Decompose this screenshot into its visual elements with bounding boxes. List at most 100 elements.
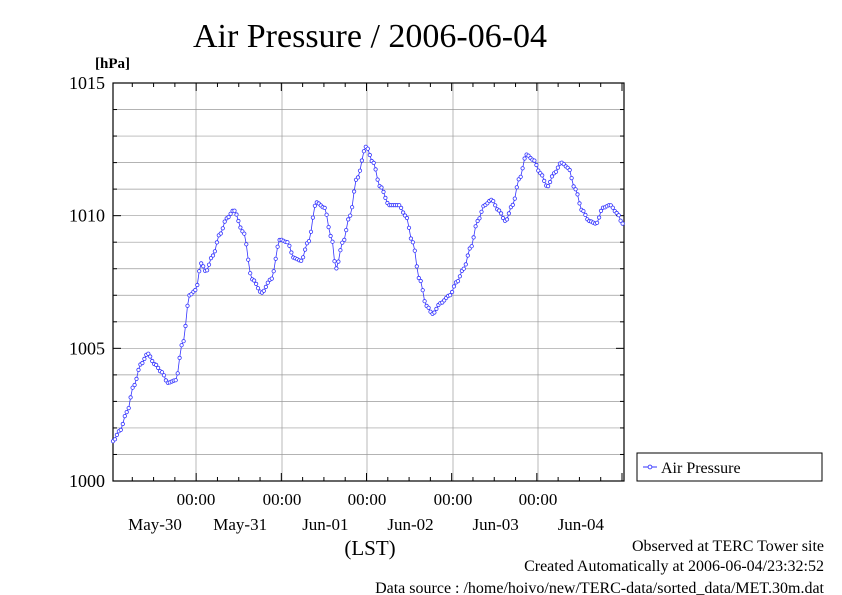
data-point bbox=[506, 211, 511, 216]
data-point bbox=[306, 239, 312, 244]
data-point bbox=[244, 242, 249, 247]
x-date-label: Jun-01 bbox=[302, 515, 348, 534]
data-point bbox=[195, 282, 200, 288]
data-point bbox=[156, 365, 161, 370]
data-point bbox=[122, 413, 127, 419]
data-point bbox=[150, 358, 155, 364]
data-point bbox=[185, 303, 190, 308]
legend-marker bbox=[647, 464, 653, 470]
data-point bbox=[265, 280, 270, 285]
data-point bbox=[255, 286, 261, 291]
data-point bbox=[410, 240, 415, 245]
data-point bbox=[234, 212, 239, 217]
data-point bbox=[201, 264, 206, 269]
data-point bbox=[616, 213, 621, 218]
data-point bbox=[512, 196, 517, 201]
data-point bbox=[477, 216, 482, 221]
y-tick-label: 1000 bbox=[69, 471, 105, 491]
data-point bbox=[400, 210, 406, 215]
data-point bbox=[379, 185, 384, 190]
y-tick-label: 1005 bbox=[69, 338, 105, 358]
data-point bbox=[475, 218, 480, 224]
data-point bbox=[620, 221, 625, 226]
data-point bbox=[549, 174, 555, 179]
data-point bbox=[479, 209, 484, 214]
data-point bbox=[365, 146, 370, 151]
data-point bbox=[355, 175, 361, 180]
data-point bbox=[504, 217, 510, 222]
footer-source: Data source : /home/hoivo/new/TERC-data/… bbox=[375, 580, 824, 595]
data-point bbox=[547, 179, 553, 185]
data-point bbox=[302, 247, 308, 252]
data-point bbox=[451, 284, 457, 289]
data-point bbox=[498, 211, 504, 216]
data-point bbox=[136, 367, 141, 372]
data-point bbox=[173, 378, 178, 383]
data-point bbox=[493, 203, 498, 208]
data-point bbox=[555, 165, 561, 170]
data-point bbox=[342, 237, 347, 242]
data-point bbox=[324, 212, 329, 217]
data-point bbox=[177, 355, 182, 360]
data-point bbox=[461, 266, 466, 271]
data-point bbox=[128, 395, 133, 400]
data-point bbox=[406, 225, 412, 230]
data-point bbox=[583, 212, 588, 217]
x-date-label: Jun-02 bbox=[387, 515, 433, 534]
data-point bbox=[434, 306, 439, 311]
data-point bbox=[299, 258, 304, 263]
data-point bbox=[273, 256, 278, 261]
x-time-label: 00:00 bbox=[177, 490, 216, 509]
data-point bbox=[416, 275, 421, 281]
data-point bbox=[447, 293, 453, 298]
data-point bbox=[553, 169, 559, 174]
data-point bbox=[175, 371, 180, 376]
data-point bbox=[328, 233, 333, 239]
data-point bbox=[491, 199, 496, 204]
data-point bbox=[540, 173, 545, 178]
data-point bbox=[322, 205, 327, 210]
y-unit-label: [hPa] bbox=[95, 56, 130, 72]
data-point bbox=[312, 203, 317, 208]
data-point bbox=[500, 215, 506, 221]
data-point bbox=[269, 276, 274, 281]
data-point bbox=[518, 174, 523, 179]
data-point bbox=[199, 261, 204, 266]
data-point bbox=[420, 288, 425, 293]
data-point bbox=[520, 166, 525, 171]
data-point bbox=[569, 176, 574, 181]
data-point bbox=[514, 185, 519, 190]
x-date-label: May-31 bbox=[213, 515, 267, 534]
data-point bbox=[340, 240, 345, 245]
data-point bbox=[242, 231, 247, 236]
data-point bbox=[471, 235, 476, 240]
data-point bbox=[261, 288, 266, 293]
data-point bbox=[154, 362, 159, 367]
data-point bbox=[346, 217, 351, 222]
data-point bbox=[567, 167, 572, 173]
data-point bbox=[357, 168, 363, 173]
data-point bbox=[571, 184, 576, 189]
data-point bbox=[383, 195, 388, 200]
data-point bbox=[496, 208, 502, 213]
data-point bbox=[132, 382, 137, 388]
x-axis-label: (LST) bbox=[344, 536, 395, 560]
data-point bbox=[308, 229, 314, 234]
x-date-label: May-30 bbox=[128, 515, 182, 534]
data-point bbox=[226, 214, 231, 220]
data-point bbox=[114, 432, 120, 437]
data-point bbox=[348, 213, 353, 218]
data-point bbox=[577, 201, 582, 206]
data-point bbox=[210, 253, 216, 258]
data-point bbox=[232, 208, 237, 213]
data-point bbox=[205, 268, 210, 273]
data-point bbox=[469, 244, 474, 249]
data-point bbox=[124, 409, 129, 415]
data-point bbox=[206, 262, 212, 267]
grid bbox=[113, 83, 624, 481]
data-point bbox=[148, 354, 153, 359]
data-point bbox=[534, 162, 539, 168]
data-point bbox=[183, 323, 188, 329]
data-point bbox=[310, 215, 315, 220]
